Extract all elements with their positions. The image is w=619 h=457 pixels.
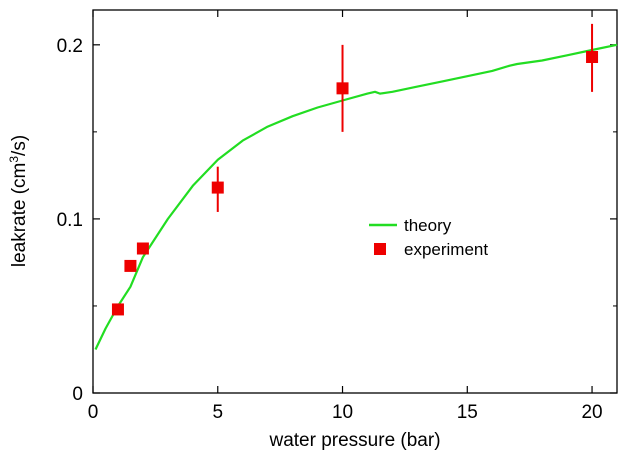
y-tick-label: 0.2	[57, 36, 83, 57]
x-tick-label: 15	[457, 402, 478, 423]
x-tick-label: 5	[212, 402, 223, 423]
y-tick-label: 0	[72, 384, 83, 405]
y-axis-title: leakrate (cm3/s)	[7, 135, 30, 267]
experiment-point	[136, 242, 149, 255]
tick-labels: 0 5 10 15 20 0 0.1 0.2	[57, 36, 603, 423]
x-tick-label: 10	[332, 402, 353, 423]
y-axis-title-superscript: 3	[7, 156, 21, 163]
y-axis-title-prefix: leakrate (cm	[9, 163, 30, 268]
theory-line	[94, 43, 618, 350]
plot-frame	[92, 9, 618, 394]
y-axis-title-suffix: /s)	[9, 135, 30, 156]
y-tick-label: 0.1	[57, 210, 83, 231]
legend-theory-label: theory	[404, 216, 452, 235]
experiment-point	[336, 82, 349, 95]
series-layer	[94, 23, 618, 350]
x-axis-title: water pressure (bar)	[268, 430, 440, 451]
x-tick-label: 20	[581, 402, 602, 423]
experiment-point	[586, 51, 599, 64]
legend: theory experiment	[369, 216, 488, 259]
experiment-point	[111, 303, 124, 316]
x-tick-label: 0	[88, 402, 99, 423]
experiment-point	[124, 259, 137, 272]
legend-experiment-label: experiment	[404, 240, 488, 259]
axis-ticks	[92, 10, 617, 394]
experiment-point	[211, 181, 224, 194]
legend-experiment-swatch	[374, 243, 386, 255]
